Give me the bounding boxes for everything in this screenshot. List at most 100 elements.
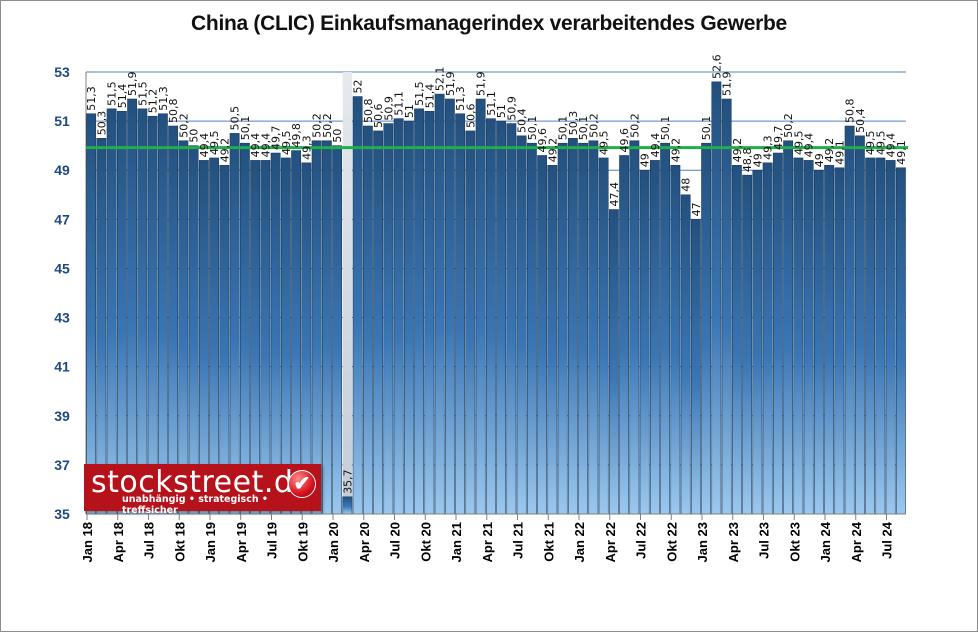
x-tick-label: Apr 18 [111, 522, 126, 562]
bar [608, 209, 619, 515]
data-label: 50,2 [321, 113, 334, 138]
bar [526, 142, 537, 515]
bar [434, 93, 445, 515]
data-label: 50,1 [526, 116, 539, 141]
check-icon: ✔ [288, 470, 316, 498]
bar [106, 108, 117, 515]
bar [506, 123, 517, 515]
x-tick-label: Jul 20 [388, 522, 403, 559]
x-tick-label: Okt 21 [541, 522, 556, 562]
data-label: 50,2 [177, 113, 190, 138]
x-tick-label: Jan 22 [572, 522, 587, 562]
data-label: 51,4 [423, 84, 436, 109]
bar [834, 167, 845, 515]
bar [803, 160, 814, 515]
data-label: 50,8 [362, 99, 375, 124]
bar [127, 98, 138, 515]
data-label: 49,8 [290, 123, 303, 148]
bar [813, 169, 824, 515]
data-label: 51 [495, 104, 508, 118]
bar [260, 160, 271, 515]
bar [752, 169, 763, 515]
data-label: 49,4 [803, 133, 816, 158]
data-label: 51,5 [136, 81, 149, 106]
data-label: 50,8 [844, 99, 857, 124]
data-labels: 51,350,351,551,451,951,551,251,350,850,2… [85, 54, 908, 493]
y-tick-label: 43 [54, 310, 70, 326]
stockstreet-logo: stockstreet.de unabhängig • strategisch … [84, 464, 321, 516]
bar [444, 98, 455, 515]
x-tick-label: Jan 18 [80, 522, 95, 562]
data-label: 50,2 [311, 113, 324, 138]
bar [649, 160, 660, 515]
bar [475, 98, 486, 515]
bars [86, 72, 906, 515]
data-label: 51,1 [485, 91, 498, 116]
bar [352, 96, 363, 515]
bar [311, 140, 322, 515]
y-tick-label: 51 [54, 113, 70, 129]
data-label: 50,1 [577, 116, 590, 141]
data-label: 49,4 [259, 133, 272, 158]
x-tick-label: Okt 23 [787, 522, 802, 562]
y-tick-label: 49 [54, 162, 70, 178]
bar [455, 113, 466, 515]
data-label: 35,7 [341, 469, 354, 494]
bar [598, 157, 609, 515]
data-label: 49,6 [618, 128, 631, 153]
data-label: 52,1 [434, 67, 447, 92]
data-label: 49,5 [280, 130, 293, 155]
data-label: 49,2 [546, 138, 559, 163]
bar [393, 118, 404, 515]
data-label: 49,7 [270, 126, 283, 151]
data-label: 51,5 [106, 81, 119, 106]
bar [496, 120, 507, 515]
x-tick-label: Jul 22 [634, 522, 649, 559]
data-label: 50,1 [239, 116, 252, 141]
data-label: 51,3 [157, 86, 170, 111]
x-axis: Jan 18 Apr 18 Jul 18 Okt 18 Jan 19 Apr 19 Jul … [80, 513, 906, 562]
data-label: 49 [639, 153, 652, 167]
data-label: 50,2 [587, 113, 600, 138]
bar [721, 98, 732, 515]
x-tick-label: Jul 18 [142, 522, 157, 559]
x-tick-label: Apr 23 [726, 522, 741, 562]
data-label: 51,9 [721, 72, 734, 97]
data-label: 49 [813, 153, 826, 167]
x-tick-label: Jul 19 [265, 522, 280, 559]
data-label: 49,2 [218, 138, 231, 163]
data-label: 51,4 [116, 84, 129, 109]
x-tick-label: Jan 24 [818, 521, 833, 562]
x-tick-label: Okt 22 [664, 522, 679, 562]
bar [854, 135, 865, 515]
data-label: 49,6 [536, 128, 549, 153]
data-label: 49,4 [249, 133, 262, 158]
bar [783, 140, 794, 515]
data-label: 49,3 [762, 135, 775, 160]
y-tick-label: 45 [54, 260, 70, 276]
data-label: 49,4 [198, 133, 211, 158]
data-label: 49,5 [208, 130, 221, 155]
bar [198, 160, 209, 515]
bar [895, 167, 906, 515]
bar [291, 150, 302, 515]
bar [188, 145, 199, 515]
bar [270, 152, 281, 515]
bar [485, 118, 496, 515]
bar [373, 130, 384, 515]
data-label: 50,9 [505, 96, 518, 121]
bar [629, 140, 640, 515]
x-tick-label: Apr 20 [357, 522, 372, 562]
data-label: 51 [403, 104, 416, 118]
bar [547, 165, 558, 515]
data-label: 50 [331, 129, 344, 143]
bar [116, 110, 127, 515]
bar [588, 140, 599, 515]
data-label: 49,7 [772, 126, 785, 151]
bar [403, 120, 414, 515]
x-tick-label: Jan 23 [695, 522, 710, 562]
data-label: 48,8 [741, 148, 754, 173]
x-tick-label: Jul 23 [757, 522, 772, 559]
bar [824, 165, 835, 515]
data-label: 51,9 [444, 72, 457, 97]
